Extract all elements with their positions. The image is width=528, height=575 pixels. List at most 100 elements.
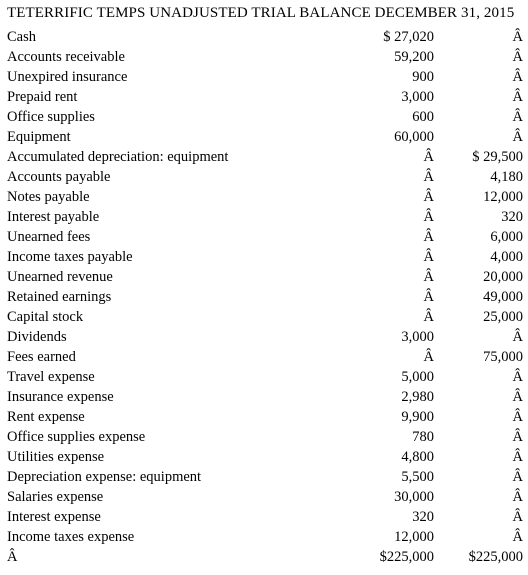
debit-amount: Â (423, 309, 434, 325)
debit-amount: 59,200 (394, 49, 434, 65)
credit-amount: Â (512, 429, 523, 445)
debit-amount: 60,000 (394, 129, 434, 145)
table-row: Salaries expense 30,000 Â (0, 487, 528, 507)
credit-amount: Â (512, 369, 523, 385)
table-row: Cash $ 27,020 Â (0, 27, 528, 47)
account-name: Salaries expense (7, 489, 104, 505)
debit-amount: 3,000 (401, 329, 434, 345)
table-row: Capital stock Â 25,000 (0, 307, 528, 327)
table-row: Notes payable Â 12,000 (0, 187, 528, 207)
account-name: Fees earned (7, 349, 76, 365)
credit-amount: 25,000 (483, 309, 523, 325)
table-row: Accumulated depreciation: equipment Â $ 29… (0, 147, 528, 167)
account-name: Unexpired insurance (7, 69, 128, 85)
credit-amount: Â (512, 29, 523, 45)
debit-amount: Â (423, 349, 434, 365)
credit-amount: $225,000 (468, 549, 523, 565)
account-name: Â (7, 549, 18, 565)
table-row: Dividends 3,000 Â (0, 327, 528, 347)
table-row: Interest payable Â 320 (0, 207, 528, 227)
debit-amount: 5,500 (401, 469, 434, 485)
credit-amount: Â (512, 109, 523, 125)
table-row: Unexpired insurance 900 Â (0, 67, 528, 87)
table-row: Prepaid rent 3,000 Â (0, 87, 528, 107)
account-name: Income taxes expense (7, 529, 135, 545)
table-row: Retained earnings Â 49,000 (0, 287, 528, 307)
credit-amount: 75,000 (483, 349, 523, 365)
account-name: Income taxes payable (7, 249, 133, 265)
debit-amount: $ 27,020 (383, 29, 434, 45)
debit-amount: 600 (412, 109, 434, 125)
debit-amount: Â (423, 189, 434, 205)
account-name: Capital stock (7, 309, 84, 325)
trial-balance-rows: Cash $ 27,020 Â Accounts receivable 59,200 Â U… (0, 27, 528, 567)
table-row: Unearned fees Â 6,000 (0, 227, 528, 247)
debit-amount: Â (423, 249, 434, 265)
debit-amount: Â (423, 269, 434, 285)
table-row: Utilities expense 4,800 Â (0, 447, 528, 467)
account-name: Accounts payable (7, 169, 111, 185)
table-row: Income taxes expense 12,000 Â (0, 527, 528, 547)
debit-amount: 30,000 (394, 489, 434, 505)
credit-amount: 12,000 (483, 189, 523, 205)
table-row: Â $225,000 $225,000 (0, 547, 528, 567)
debit-amount: Â (423, 229, 434, 245)
table-row: Unearned revenue Â 20,000 (0, 267, 528, 287)
debit-amount: Â (423, 289, 434, 305)
account-name: Depreciation expense: equipment (7, 469, 202, 485)
debit-amount: $225,000 (379, 549, 434, 565)
credit-amount: Â (512, 69, 523, 85)
account-name: Office supplies (7, 109, 95, 125)
trial-balance-title: TETERRIFIC TEMPS UNADJUSTED TRIAL BALANC… (7, 5, 515, 21)
debit-amount: 780 (412, 429, 434, 445)
credit-amount: 6,000 (490, 229, 523, 245)
account-name: Cash (7, 29, 36, 45)
credit-amount: Â (512, 509, 523, 525)
credit-amount: Â (512, 329, 523, 345)
account-name: Travel expense (7, 369, 95, 385)
account-name: Accumulated depreciation: equipment (7, 149, 229, 165)
account-name: Prepaid rent (7, 89, 78, 105)
credit-amount: 4,180 (490, 169, 523, 185)
credit-amount: Â (512, 89, 523, 105)
account-name: Unearned revenue (7, 269, 113, 285)
credit-amount: Â (512, 409, 523, 425)
credit-amount: Â (512, 449, 523, 465)
debit-amount: 320 (412, 509, 434, 525)
credit-amount: Â (512, 469, 523, 485)
table-row: Rent expense 9,900 Â (0, 407, 528, 427)
credit-amount: 4,000 (490, 249, 523, 265)
table-row: Accounts receivable 59,200 Â (0, 47, 528, 67)
account-name: Notes payable (7, 189, 90, 205)
table-row: Interest expense 320 Â (0, 507, 528, 527)
account-name: Interest expense (7, 509, 101, 525)
table-row: Insurance expense 2,980 Â (0, 387, 528, 407)
credit-amount: Â (512, 529, 523, 545)
table-row: Fees earned Â 75,000 (0, 347, 528, 367)
credit-amount: 20,000 (483, 269, 523, 285)
account-name: Unearned fees (7, 229, 91, 245)
account-name: Interest payable (7, 209, 100, 225)
credit-amount: Â (512, 49, 523, 65)
debit-amount: 9,900 (401, 409, 434, 425)
account-name: Office supplies expense (7, 429, 146, 445)
table-row: Income taxes payable Â 4,000 (0, 247, 528, 267)
debit-amount: 900 (412, 69, 434, 85)
debit-amount: 5,000 (401, 369, 434, 385)
account-name: Retained earnings (7, 289, 112, 305)
credit-amount: 49,000 (483, 289, 523, 305)
account-name: Insurance expense (7, 389, 114, 405)
debit-amount: 3,000 (401, 89, 434, 105)
debit-amount: Â (423, 169, 434, 185)
debit-amount: 2,980 (401, 389, 434, 405)
table-row: Accounts payable Â 4,180 (0, 167, 528, 187)
debit-amount: 4,800 (401, 449, 434, 465)
credit-amount: Â (512, 129, 523, 145)
account-name: Equipment (7, 129, 71, 145)
table-row: Depreciation expense: equipment 5,500 Â (0, 467, 528, 487)
credit-amount: Â (512, 389, 523, 405)
account-name: Dividends (7, 329, 67, 345)
debit-amount: Â (423, 149, 434, 165)
table-row: Equipment 60,000 Â (0, 127, 528, 147)
